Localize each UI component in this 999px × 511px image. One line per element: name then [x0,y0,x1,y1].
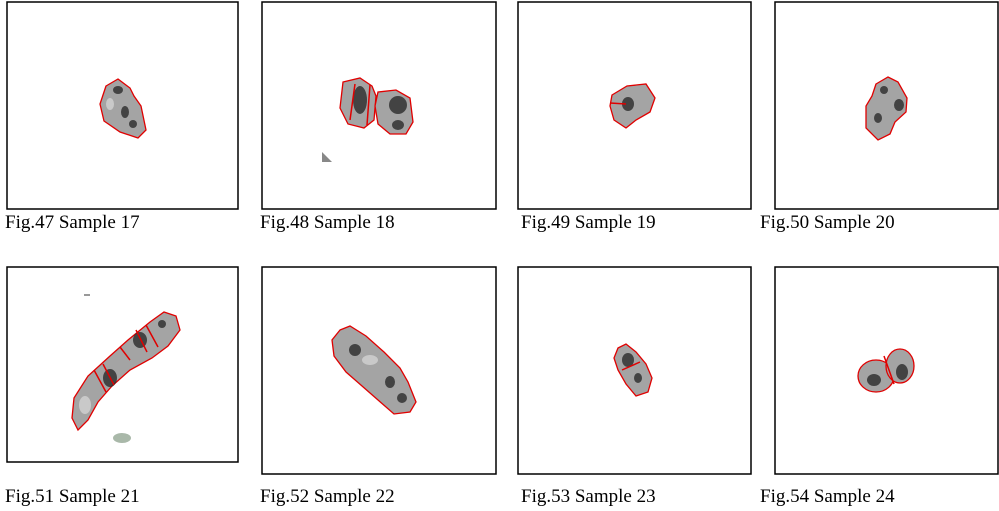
figure-caption: Fig.53 Sample 23 [521,486,656,507]
figure-caption: Fig.54 Sample 24 [760,486,895,507]
figure-caption: Fig.48 Sample 18 [260,212,395,233]
figure-caption: Fig.50 Sample 20 [760,212,895,233]
figure-page: Fig.47 Sample 17 Fig.48 Sample 18 Fig.49… [0,0,999,511]
figure-caption: Fig.49 Sample 19 [521,212,656,233]
figure-caption: Fig.51 Sample 21 [5,486,140,507]
figure-caption: Fig.47 Sample 17 [5,212,140,233]
figure-caption: Fig.52 Sample 22 [260,486,395,507]
